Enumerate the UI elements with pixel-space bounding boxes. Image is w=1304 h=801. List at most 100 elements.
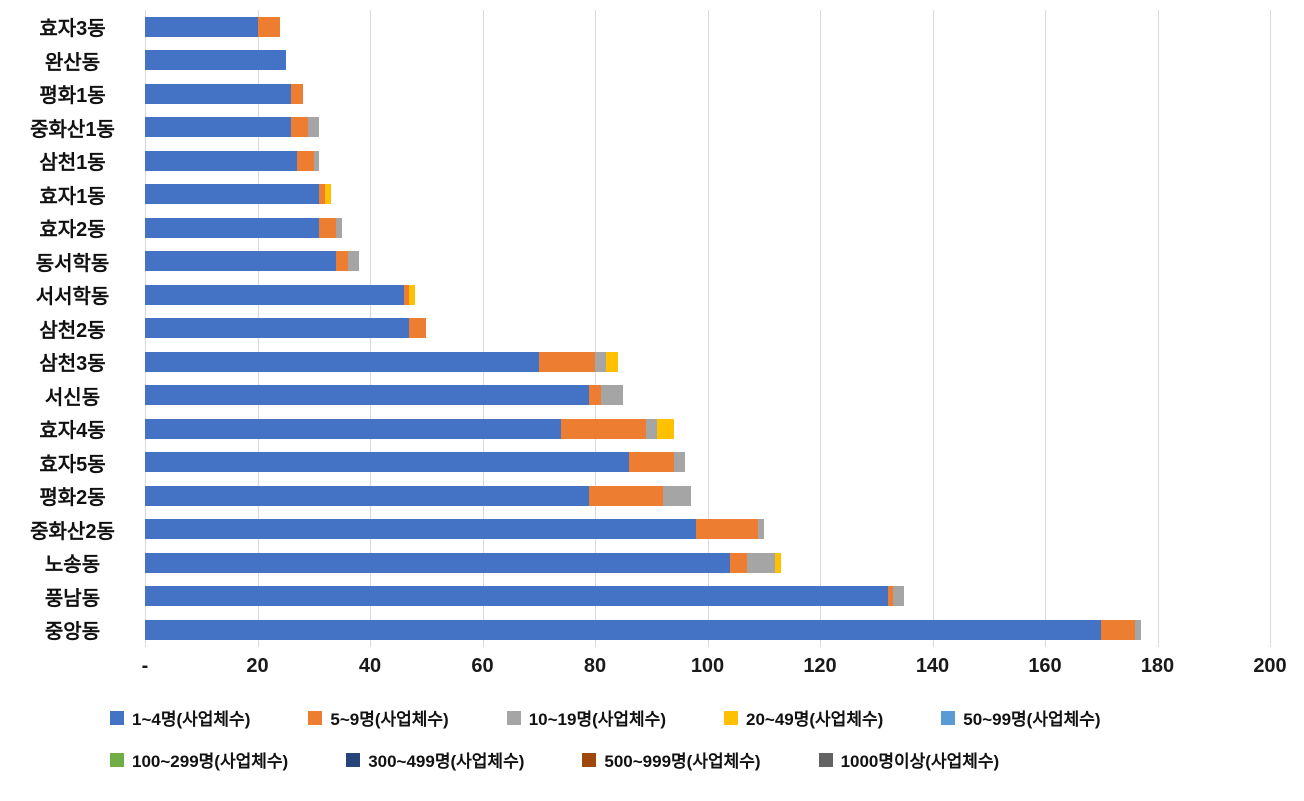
table-row bbox=[145, 278, 1270, 312]
table-row bbox=[145, 211, 1270, 245]
gridline bbox=[820, 10, 821, 647]
bar-segment bbox=[589, 385, 601, 406]
bar-segment bbox=[1101, 619, 1135, 640]
x-tick-label: - bbox=[141, 654, 149, 677]
legend-swatch-icon bbox=[346, 752, 361, 767]
bar-segment bbox=[730, 552, 747, 573]
bar-segment bbox=[145, 385, 590, 406]
legend-label: 300~499명(사업체수) bbox=[368, 752, 525, 771]
bar-segment bbox=[145, 485, 590, 506]
gridline bbox=[932, 10, 934, 647]
stacked-bar bbox=[145, 217, 1270, 238]
bar-segment bbox=[145, 251, 337, 272]
gridline bbox=[482, 10, 484, 647]
legend-item[interactable]: 1000명이상(사업체수) bbox=[818, 747, 1000, 772]
table-row bbox=[145, 312, 1270, 346]
bar-segment bbox=[145, 452, 629, 473]
category-label: 효자5동 bbox=[39, 453, 106, 476]
legend-item[interactable]: 10~19명(사업체수) bbox=[506, 705, 666, 730]
category-label: 중화산1동 bbox=[30, 118, 115, 141]
x-tick-label: 60 bbox=[471, 654, 494, 677]
gridline bbox=[1157, 10, 1159, 647]
bar-segment bbox=[887, 586, 894, 607]
legend-label: 50~99명(사업체수) bbox=[963, 710, 1101, 729]
legend-item[interactable]: 20~49명(사업체수) bbox=[724, 705, 883, 730]
legend-row: 100~299명(사업체수) 300~499명(사업체수) 500~999명(사업체… bbox=[110, 739, 1304, 781]
x-tick-label: 100 bbox=[690, 654, 725, 677]
bar-segment bbox=[589, 485, 663, 506]
category-label: 평화2동 bbox=[39, 487, 106, 510]
bar-segment bbox=[336, 217, 342, 238]
bar-segment bbox=[145, 418, 562, 439]
stacked-bar bbox=[145, 16, 1270, 37]
table-row bbox=[145, 446, 1270, 480]
bar-segment bbox=[319, 217, 337, 238]
legend-item[interactable]: 100~299명(사업체수) bbox=[110, 747, 288, 772]
legend-item[interactable]: 1~4명(사업체수) bbox=[110, 705, 250, 730]
legend: 1~4명(사업체수) 5~9명(사업체수) 10~19명(사업체수) 20~49명(사… bbox=[110, 697, 1304, 781]
x-tick-label: 160 bbox=[1028, 654, 1062, 677]
bar-segment bbox=[145, 351, 539, 372]
legend-label: 1000명이상(사업체수) bbox=[840, 752, 1000, 771]
bar-segment bbox=[656, 418, 674, 439]
bar-segment bbox=[662, 485, 691, 506]
legend-swatch-icon bbox=[308, 710, 323, 725]
bar-segment bbox=[538, 351, 595, 372]
bar-segment bbox=[1135, 619, 1141, 640]
category-label: 풍남동 bbox=[44, 587, 101, 610]
legend-item[interactable]: 500~999명(사업체수) bbox=[582, 747, 761, 772]
x-tick-label: 80 bbox=[583, 654, 607, 677]
category-label: 삼천3동 bbox=[39, 353, 106, 376]
table-row bbox=[145, 412, 1270, 446]
stacked-bar bbox=[145, 83, 1270, 104]
legend-swatch-icon bbox=[818, 752, 833, 767]
bar-segment bbox=[296, 150, 314, 171]
bar-segment bbox=[145, 619, 1102, 640]
bar-segment bbox=[145, 83, 292, 104]
table-row bbox=[145, 144, 1270, 178]
bar-segment bbox=[145, 184, 320, 205]
table-row bbox=[145, 44, 1270, 78]
category-label: 중앙동 bbox=[44, 621, 101, 644]
legend-label: 10~19명(사업체수) bbox=[528, 710, 666, 729]
bar-segment bbox=[145, 552, 730, 573]
category-label: 완산동 bbox=[44, 51, 101, 74]
stacked-bar bbox=[145, 485, 1270, 506]
category-label: 삼천1동 bbox=[39, 152, 106, 175]
category-label: 삼천2동 bbox=[39, 319, 106, 342]
bar-segment bbox=[409, 318, 427, 339]
legend-swatch-icon bbox=[724, 710, 738, 725]
bar-segment bbox=[347, 251, 359, 272]
bar-segment bbox=[600, 385, 624, 406]
category-axis: 효자3동 완산동 평화1동 중화산1동 삼천1동 효자1동 효자2동 동서학동 서서학동 삼천2동… bbox=[0, 10, 145, 647]
stacked-bar bbox=[145, 586, 1270, 607]
bar-segment bbox=[893, 586, 905, 607]
legend-item[interactable]: 50~99명(사업체수) bbox=[941, 705, 1101, 730]
category-label: 서서학동 bbox=[35, 286, 110, 309]
category-label: 효자4동 bbox=[39, 420, 106, 443]
stacked-bar bbox=[145, 251, 1270, 272]
bar-segment bbox=[145, 217, 320, 238]
table-row bbox=[145, 613, 1270, 647]
gridline bbox=[1270, 10, 1271, 647]
legend-swatch-icon bbox=[506, 710, 521, 725]
legend-item[interactable]: 5~9명(사업체수) bbox=[308, 705, 449, 730]
legend-swatch-icon bbox=[110, 710, 124, 725]
bar-segment bbox=[145, 318, 410, 339]
x-tick-label: 120 bbox=[803, 654, 837, 677]
legend-label: 5~9명(사업체수) bbox=[330, 710, 449, 729]
bar-segment bbox=[696, 519, 759, 540]
table-row bbox=[145, 479, 1270, 513]
legend-swatch-icon bbox=[110, 752, 124, 767]
table-row bbox=[145, 245, 1270, 279]
legend-item[interactable]: 300~499명(사업체수) bbox=[346, 747, 524, 772]
category-label: 효자1동 bbox=[39, 185, 106, 208]
chart-main: 효자3동 완산동 평화1동 중화산1동 삼천1동 효자1동 효자2동 동서학동 서서학동 삼천2동… bbox=[0, 10, 1304, 647]
stacked-bar bbox=[145, 351, 1270, 372]
category-label: 효자3동 bbox=[39, 18, 106, 41]
x-tick-label: 40 bbox=[358, 654, 382, 677]
stacked-bar bbox=[145, 284, 1270, 305]
bar-segment bbox=[628, 452, 674, 473]
stacked-bar bbox=[145, 519, 1270, 540]
